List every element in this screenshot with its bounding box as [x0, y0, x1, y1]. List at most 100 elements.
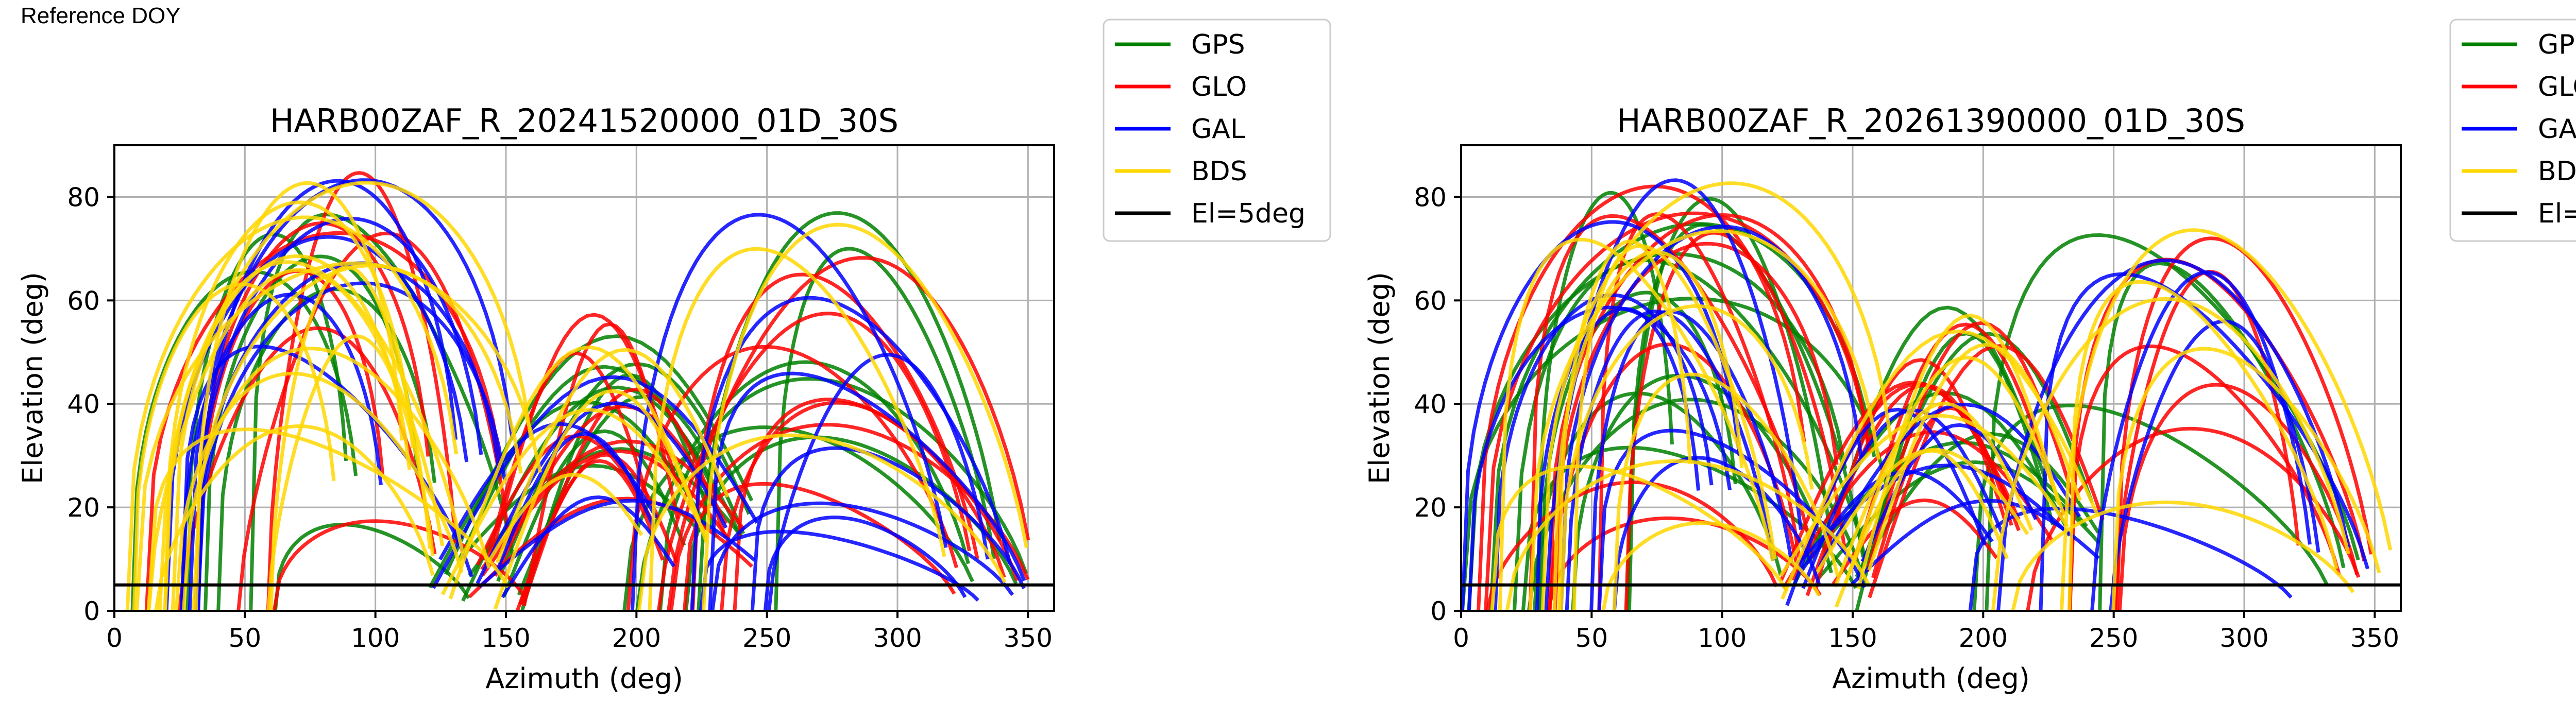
- track-bds: [1505, 459, 1870, 611]
- track-bds: [2111, 347, 2381, 611]
- y-tick-label: 0: [1430, 596, 1447, 626]
- track-gal: [1968, 506, 2293, 611]
- page-header: Reference DOY: [21, 3, 181, 28]
- track-gal: [2090, 270, 2312, 611]
- track-gps: [1461, 297, 1889, 611]
- x-axis-label: Azimuth (deg): [485, 662, 683, 695]
- track-bds: [1834, 449, 2009, 608]
- track-gal: [690, 296, 1012, 611]
- track-bds: [1843, 355, 2066, 587]
- track-glo: [1805, 383, 2021, 596]
- track-gal: [501, 495, 676, 598]
- y-tick-label: 20: [67, 493, 100, 523]
- track-gal: [1461, 220, 1741, 611]
- plot-frame: [1460, 144, 2402, 612]
- track-bds: [486, 473, 643, 563]
- track-bds: [125, 215, 459, 611]
- legend-label-bds: BDS: [1191, 156, 1247, 187]
- track-bds: [1490, 464, 1789, 611]
- legend: GPS GLO GAL BDS El=5deg: [1103, 19, 1331, 242]
- x-tick-label: 300: [873, 623, 922, 653]
- chart-panel-1: 0 50 100 150 200 250 300 350 0 20 40 60 80 HARB00ZAF_…: [16, 19, 1331, 695]
- legend: GPS GLO GAL BDS El=5deg: [2449, 19, 2576, 242]
- x-axis-label: Azimuth (deg): [1832, 662, 2030, 695]
- legend-label-gps: GPS: [1191, 29, 1245, 60]
- track-bds: [181, 347, 491, 611]
- track-bds: [2067, 280, 2338, 611]
- track-gal: [1589, 310, 1794, 611]
- track-bds: [495, 348, 730, 564]
- track-glo: [667, 256, 1030, 611]
- legend-label-glo: GLO: [1191, 72, 1247, 102]
- x-tick-label: 300: [2219, 623, 2268, 653]
- x-tick-label: 0: [1453, 623, 1469, 653]
- x-tick-label: 100: [351, 623, 400, 653]
- y-tick-label: 80: [67, 182, 100, 212]
- x-tick-label: 50: [229, 623, 262, 653]
- x-tick-label: 350: [1004, 623, 1053, 653]
- track-gal: [1996, 258, 2350, 611]
- track-bds: [702, 222, 1029, 611]
- track-glo: [656, 312, 972, 611]
- satellite-tracks: [1461, 178, 2393, 611]
- x-tick-label: 200: [612, 623, 661, 653]
- legend-label-bds: BDS: [2538, 156, 2576, 187]
- y-axis-label: Elevation (deg): [1363, 272, 1396, 484]
- x-tick-label: 150: [1828, 623, 1877, 653]
- track-bds: [648, 247, 946, 611]
- track-gps: [249, 212, 515, 611]
- plot-frame: [113, 144, 1055, 612]
- track-gal: [763, 516, 967, 611]
- track-bds: [440, 408, 709, 595]
- track-bds: [154, 424, 435, 611]
- track-gal: [710, 501, 1014, 611]
- track-bds: [266, 334, 435, 611]
- track-bds: [1779, 414, 2069, 577]
- track-glo: [1547, 213, 1871, 611]
- track-gps: [273, 523, 470, 611]
- track-glo: [2117, 383, 2359, 611]
- track-gal: [1793, 464, 2072, 568]
- track-gps: [774, 247, 996, 611]
- y-tick-label: 80: [1414, 182, 1447, 212]
- track-glo: [683, 482, 956, 611]
- track-bds: [171, 181, 533, 611]
- satellite-tracks: [125, 171, 1030, 611]
- track-gal: [1612, 456, 1822, 611]
- legend-label-el=5deg: El=5deg: [2538, 198, 2576, 229]
- track-bds: [1856, 313, 2061, 590]
- track-glo: [272, 519, 526, 611]
- chart-panel-2: 0 50 100 150 200 250 300 350 0 20 40 60 80 HARB00ZAF_…: [1363, 19, 2576, 695]
- track-glo: [2068, 344, 2341, 611]
- track-glo: [1597, 212, 1801, 611]
- legend-label-glo: GLO: [2538, 72, 2576, 102]
- track-glo: [691, 272, 979, 611]
- track-gal: [630, 213, 948, 611]
- track-glo: [476, 434, 656, 566]
- track-gal: [195, 281, 507, 611]
- track-gal: [1559, 225, 1863, 611]
- track-gal: [708, 371, 1026, 611]
- track-bds: [2011, 500, 2355, 611]
- x-tick-label: 0: [106, 623, 123, 653]
- x-tick-label: 250: [2089, 623, 2138, 653]
- chart-title: HARB00ZAF_R_20261390000_01D_30S: [1617, 102, 2245, 140]
- track-glo: [1868, 344, 2105, 598]
- track-glo: [1853, 322, 2056, 561]
- track-glo: [720, 401, 1006, 611]
- x-tick-label: 50: [1575, 623, 1608, 653]
- track-bds: [1559, 304, 1814, 611]
- track-glo: [1624, 231, 1847, 611]
- legend-label-gps: GPS: [2538, 29, 2576, 60]
- x-tick-label: 100: [1698, 623, 1747, 653]
- track-bds: [146, 427, 510, 611]
- track-gal: [180, 293, 383, 611]
- y-tick-label: 40: [1414, 389, 1447, 419]
- track-bds: [1528, 229, 1881, 611]
- track-bds: [1572, 244, 1777, 611]
- track-glo: [1484, 211, 1872, 611]
- track-bds: [1833, 401, 2033, 588]
- track-glo: [669, 423, 1030, 611]
- legend-box: [1103, 19, 1331, 242]
